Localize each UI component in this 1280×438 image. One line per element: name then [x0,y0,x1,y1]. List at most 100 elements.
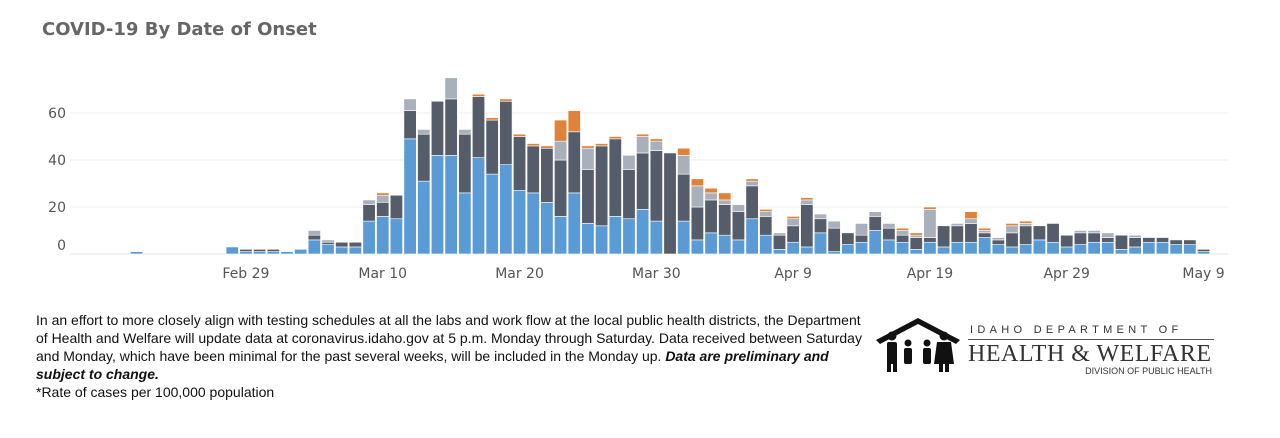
bar-segment[interactable] [389,218,403,255]
bar-segment[interactable] [813,213,827,220]
bar-segment[interactable] [704,192,718,201]
bar-segment[interactable] [1060,246,1074,255]
bar-segment[interactable] [1128,237,1142,248]
bar-segment[interactable] [266,251,280,255]
bar-segment[interactable] [786,218,800,227]
bar-segment[interactable] [1060,234,1074,248]
bar-segment[interactable] [362,204,376,222]
bar-segment[interactable] [827,227,841,252]
bar-segment[interactable] [1101,237,1115,243]
bar-segment[interactable] [868,216,882,231]
bar-segment[interactable] [417,129,431,135]
bar-segment[interactable] [813,218,827,234]
bar-segment[interactable] [937,225,951,248]
bar-segment[interactable] [513,136,527,191]
bar-segment[interactable] [417,180,431,255]
bar-segment[interactable] [1114,249,1128,255]
bar-segment[interactable] [554,216,568,255]
bar-segment[interactable] [362,199,376,205]
bar-segment[interactable] [499,164,513,255]
bar-segment[interactable] [909,232,923,236]
bar-segment[interactable] [458,133,472,194]
bar-segment[interactable] [348,246,362,255]
bar-segment[interactable] [759,234,773,255]
bar-segment[interactable] [608,138,622,217]
bar-segment[interactable] [622,218,636,255]
bar-segment[interactable] [855,241,869,255]
bar-segment[interactable] [581,223,595,255]
bar-segment[interactable] [786,225,800,243]
bar-segment[interactable] [964,241,978,255]
bar-segment[interactable] [1073,244,1087,255]
bar-segment[interactable] [430,155,444,255]
bar-segment[interactable] [855,223,869,236]
bar-segment[interactable] [704,232,718,255]
bar-segment[interactable] [745,178,759,182]
bar-segment[interactable] [444,77,458,100]
bar-segment[interactable] [540,202,554,255]
bar-segment[interactable] [130,251,144,255]
bar-segment[interactable] [1073,232,1087,245]
bar-segment[interactable] [581,145,595,149]
bar-segment[interactable] [677,220,691,255]
bar-segment[interactable] [649,150,663,222]
bar-segment[interactable] [800,199,814,205]
bar-segment[interactable] [1087,241,1101,255]
bar-segment[interactable] [403,98,417,111]
bar-segment[interactable] [704,187,718,194]
bar-segment[interactable] [554,119,568,142]
bar-segment[interactable] [280,251,294,255]
bar-segment[interactable] [485,119,499,175]
bar-segment[interactable] [677,147,691,156]
bar-segment[interactable] [813,232,827,255]
bar-segment[interactable] [554,159,568,217]
bar-segment[interactable] [540,145,554,149]
bar-segment[interactable] [964,223,978,243]
bar-segment[interactable] [471,157,485,255]
bar-segment[interactable] [882,227,896,241]
bar-segment[interactable] [526,143,540,147]
bar-segment[interactable] [1197,249,1211,252]
bar-segment[interactable] [937,246,951,255]
bar-segment[interactable] [786,241,800,255]
bar-segment[interactable] [882,239,896,255]
bar-segment[interactable] [1101,232,1115,238]
bar-segment[interactable] [923,237,937,243]
bar-segment[interactable] [636,133,650,137]
bar-segment[interactable] [253,249,267,252]
bar-segment[interactable] [376,192,390,196]
bar-segment[interactable] [718,204,732,236]
bar-segment[interactable] [855,234,869,243]
bar-segment[interactable] [1087,230,1101,234]
bar-segment[interactable] [759,209,773,213]
bar-segment[interactable] [1197,251,1211,255]
bar-segment[interactable] [991,239,1005,245]
bar-segment[interactable] [991,244,1005,255]
bar-segment[interactable] [1156,241,1170,255]
bar-segment[interactable] [909,234,923,238]
bar-segment[interactable] [389,194,403,220]
bar-segment[interactable] [471,93,485,97]
bar-segment[interactable] [978,230,992,234]
bar-segment[interactable] [513,133,527,137]
bar-segment[interactable] [1032,225,1046,241]
bar-segment[interactable] [1169,244,1183,255]
bar-segment[interactable] [239,249,253,252]
bar-segment[interactable] [690,239,704,255]
bar-segment[interactable] [1101,241,1115,255]
bar-segment[interactable] [499,98,513,102]
bar-segment[interactable] [595,225,609,255]
bar-segment[interactable] [567,192,581,255]
bar-segment[interactable] [704,199,718,234]
bar-segment[interactable] [458,192,472,255]
bar-segment[interactable] [636,136,650,154]
bar-segment[interactable] [321,244,335,255]
bar-segment[interactable] [909,237,923,250]
bar-segment[interactable] [595,143,609,147]
bar-segment[interactable] [896,234,910,243]
bar-segment[interactable] [526,192,540,255]
bar-segment[interactable] [335,246,349,255]
bar-segment[interactable] [1046,241,1060,255]
bar-segment[interactable] [471,96,485,158]
bar-segment[interactable] [376,202,390,217]
